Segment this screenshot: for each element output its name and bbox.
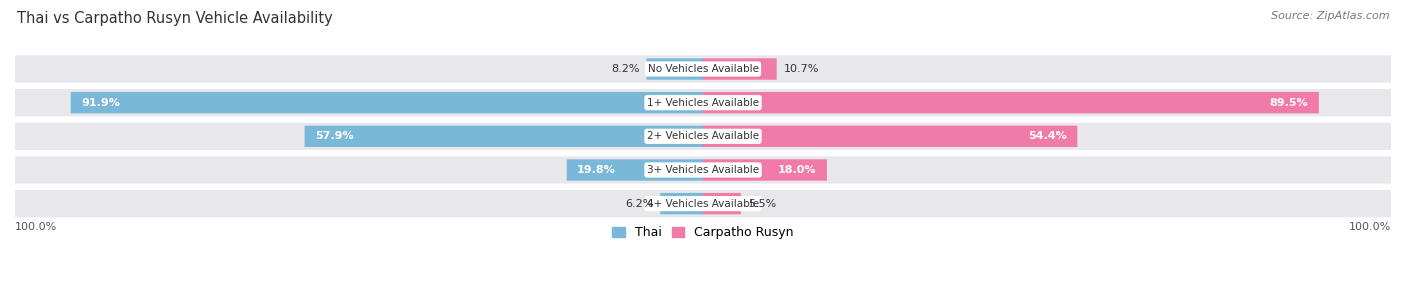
Text: 1+ Vehicles Available: 1+ Vehicles Available <box>647 98 759 108</box>
FancyBboxPatch shape <box>703 126 1077 147</box>
Text: 18.0%: 18.0% <box>778 165 817 175</box>
Text: 2+ Vehicles Available: 2+ Vehicles Available <box>647 131 759 141</box>
Legend: Thai, Carpatho Rusyn: Thai, Carpatho Rusyn <box>607 221 799 245</box>
Text: No Vehicles Available: No Vehicles Available <box>648 64 758 74</box>
FancyBboxPatch shape <box>703 159 827 181</box>
FancyBboxPatch shape <box>70 92 703 113</box>
FancyBboxPatch shape <box>305 126 703 147</box>
Text: 89.5%: 89.5% <box>1270 98 1309 108</box>
Text: Source: ZipAtlas.com: Source: ZipAtlas.com <box>1271 11 1389 21</box>
FancyBboxPatch shape <box>703 58 776 80</box>
FancyBboxPatch shape <box>703 92 1319 113</box>
Text: 8.2%: 8.2% <box>612 64 640 74</box>
FancyBboxPatch shape <box>15 156 1391 184</box>
Text: 54.4%: 54.4% <box>1028 131 1067 141</box>
FancyBboxPatch shape <box>15 123 1391 150</box>
FancyBboxPatch shape <box>703 193 741 214</box>
Text: 5.5%: 5.5% <box>748 198 776 208</box>
Text: 57.9%: 57.9% <box>315 131 353 141</box>
Text: 91.9%: 91.9% <box>82 98 120 108</box>
Text: 6.2%: 6.2% <box>626 198 654 208</box>
FancyBboxPatch shape <box>567 159 703 181</box>
Text: 4+ Vehicles Available: 4+ Vehicles Available <box>647 198 759 208</box>
FancyBboxPatch shape <box>15 190 1391 217</box>
Text: 3+ Vehicles Available: 3+ Vehicles Available <box>647 165 759 175</box>
FancyBboxPatch shape <box>647 58 703 80</box>
FancyBboxPatch shape <box>15 89 1391 116</box>
FancyBboxPatch shape <box>15 55 1391 83</box>
Text: 100.0%: 100.0% <box>1348 222 1391 232</box>
Text: 19.8%: 19.8% <box>576 165 616 175</box>
Text: Thai vs Carpatho Rusyn Vehicle Availability: Thai vs Carpatho Rusyn Vehicle Availabil… <box>17 11 333 26</box>
Text: 10.7%: 10.7% <box>783 64 818 74</box>
FancyBboxPatch shape <box>661 193 703 214</box>
Text: 100.0%: 100.0% <box>15 222 58 232</box>
